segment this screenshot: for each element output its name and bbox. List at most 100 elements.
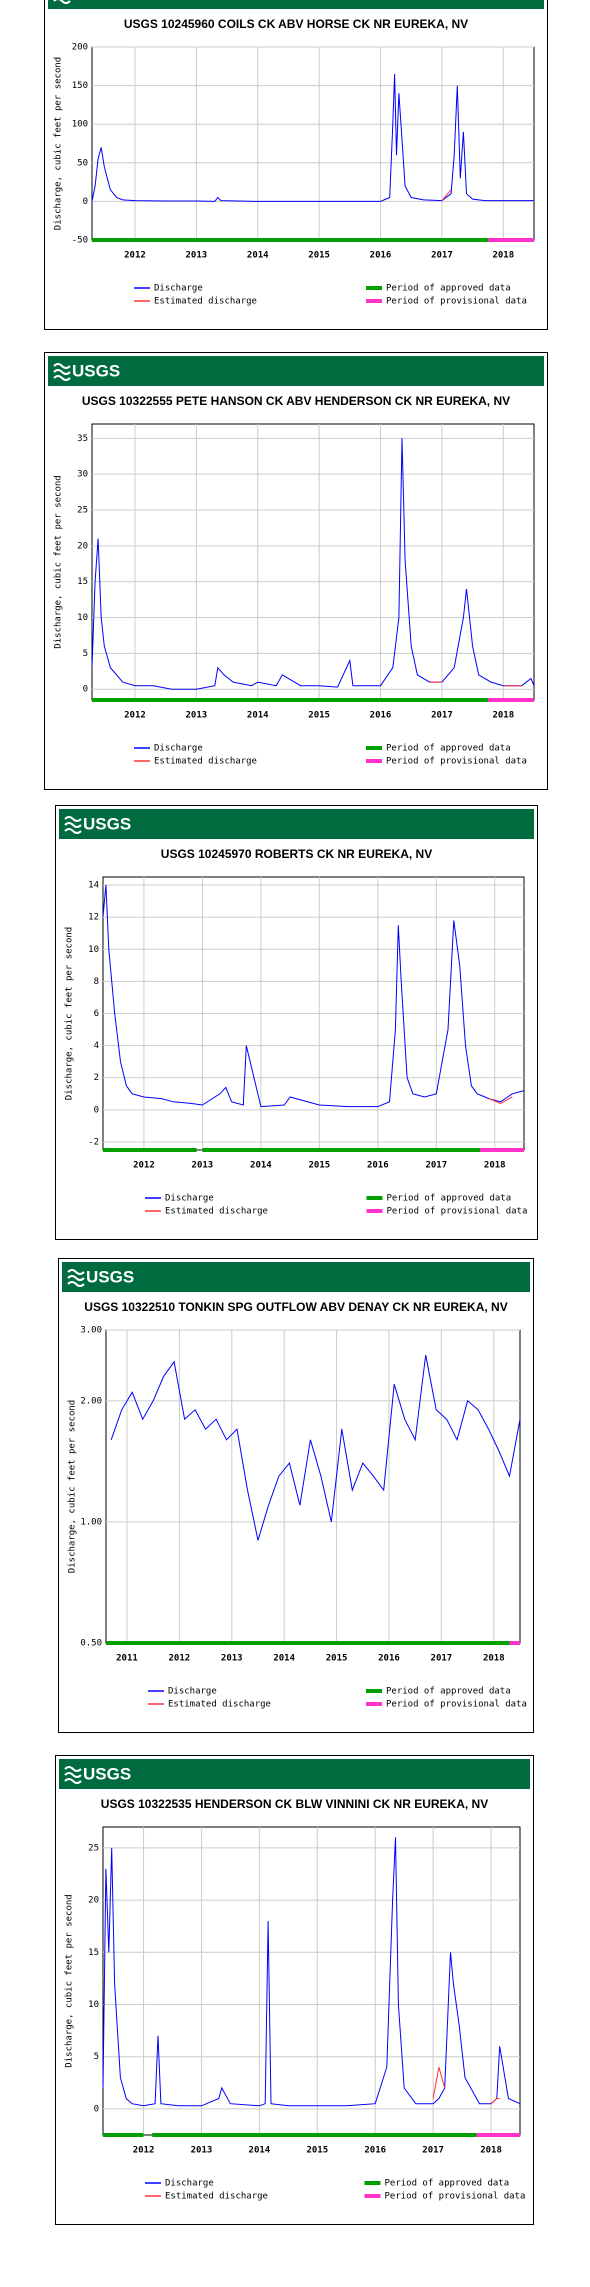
y-axis-label: Discharge, cubic feet per second	[68, 1400, 78, 1573]
period-bar	[480, 1148, 524, 1152]
legend-label: Period of approved data	[386, 284, 511, 294]
logo-wave	[53, 363, 71, 381]
legend-label: Discharge	[165, 1194, 214, 1204]
period-bar	[487, 238, 534, 242]
period-bar	[202, 1148, 481, 1152]
y-tick-label: -50	[72, 236, 88, 246]
x-tick-label: 2015	[308, 251, 330, 261]
legend-label: Estimated discharge	[154, 297, 257, 307]
discharge-line	[110, 1354, 521, 1541]
y-axis-label: Discharge, cubic feet per second	[65, 927, 75, 1100]
y-tick-label: 20	[77, 541, 88, 551]
legend-label: Estimated discharge	[165, 2192, 268, 2202]
chart-panel: USGS USGS 10322535 HENDERSON CK BLW VINNI…	[55, 1755, 534, 2225]
x-tick-label: 2012	[133, 1161, 155, 1171]
y-tick-label: 0	[83, 197, 88, 207]
x-tick-label: 2017	[431, 711, 453, 721]
x-tick-label: 2013	[191, 2146, 213, 2156]
y-tick-label: 0	[94, 1105, 99, 1115]
y-tick-label: 2	[94, 1073, 99, 1083]
legend-label: Period of provisional data	[386, 1700, 527, 1710]
y-tick-label: 0	[94, 2104, 99, 2114]
legend-label: Estimated discharge	[168, 1700, 271, 1710]
legend-label: Period of approved data	[386, 1687, 511, 1697]
logo-wave	[64, 816, 82, 834]
x-tick-label: 2018	[480, 2146, 502, 2156]
x-tick-label: 2018	[492, 711, 514, 721]
x-tick-label: 2012	[124, 251, 146, 261]
x-tick-label: 2013	[192, 1161, 214, 1171]
y-tick-label: 5	[94, 2052, 99, 2062]
discharge-line	[429, 681, 522, 687]
logo: USGS	[86, 1267, 134, 1286]
x-tick-label: 2015	[306, 2146, 328, 2156]
legend-label: Estimated discharge	[165, 1207, 268, 1217]
y-tick-label: 20	[88, 1896, 99, 1906]
legend-label: Discharge	[168, 1687, 217, 1697]
y-tick-label: 100	[72, 120, 88, 130]
y-tick-label: 200	[72, 43, 88, 53]
x-tick-label: 2013	[186, 711, 208, 721]
x-tick-label: 2017	[431, 251, 453, 261]
plot-area	[91, 423, 535, 701]
x-tick-label: 2011	[116, 1654, 138, 1664]
header-band	[59, 809, 534, 839]
x-tick-label: 2014	[247, 251, 269, 261]
legend-label: Period of provisional data	[387, 1207, 528, 1217]
discharge-line	[91, 438, 535, 690]
chart-title: USGS 10245970 ROBERTS CK NR EUREKA, NV	[161, 847, 432, 861]
header-band	[48, 0, 544, 9]
x-tick-label: 2015	[309, 1161, 331, 1171]
legend-label: Period of approved data	[386, 744, 511, 754]
y-tick-label: 10	[88, 945, 99, 955]
y-tick-label: 10	[77, 613, 88, 623]
y-tick-label: 5	[83, 649, 88, 659]
discharge-line	[432, 2066, 500, 2105]
period-bar	[103, 2133, 144, 2137]
header-band	[48, 356, 544, 386]
legend-label: Discharge	[154, 284, 203, 294]
discharge-line	[488, 1096, 513, 1104]
discharge-line	[102, 884, 525, 1108]
legend-label: Period of approved data	[385, 2179, 510, 2189]
x-tick-label: 2013	[186, 251, 208, 261]
y-tick-label: 35	[77, 434, 88, 444]
logo-wave	[67, 1269, 85, 1287]
y-tick-label: 150	[72, 81, 88, 91]
logo: USGS	[83, 1764, 131, 1783]
chart-panel: USGS USGS 10245970 ROBERTS CK NR EUREKA, …	[55, 805, 538, 1240]
x-tick-label: 2014	[249, 2146, 271, 2156]
legend-label: Period of provisional data	[386, 297, 527, 307]
y-tick-label: 2.00	[80, 1396, 102, 1406]
chart-panel: USGS USGS 10245960 COILS CK ABV HORSE CK …	[44, 0, 548, 330]
x-tick-label: 2018	[484, 1161, 506, 1171]
x-tick-label: 2013	[221, 1654, 243, 1664]
y-tick-label: 15	[77, 577, 88, 587]
legend-label: Estimated discharge	[154, 757, 257, 767]
discharge-line	[91, 73, 534, 202]
legend-label: Period of provisional data	[386, 757, 527, 767]
chart-title: USGS 10322535 HENDERSON CK BLW VINNINI C…	[101, 1797, 488, 1811]
x-tick-label: 2016	[370, 251, 392, 261]
y-axis-label: Discharge, cubic feet per second	[54, 57, 64, 230]
chart-title: USGS 10245960 COILS CK ABV HORSE CK NR E…	[124, 17, 468, 31]
y-tick-label: 14	[88, 881, 99, 891]
period-bar	[106, 1641, 510, 1645]
x-tick-label: 2014	[273, 1654, 295, 1664]
x-tick-label: 2017	[422, 2146, 444, 2156]
plot-area	[105, 1329, 521, 1644]
x-tick-label: 2016	[364, 2146, 386, 2156]
x-tick-label: 2016	[367, 1161, 389, 1171]
logo-wave	[53, 0, 71, 4]
y-tick-label: 25	[88, 1843, 99, 1853]
y-tick-label: -2	[88, 1137, 99, 1147]
header-band	[59, 1759, 530, 1789]
x-tick-label: 2018	[483, 1654, 505, 1664]
y-tick-label: 4	[94, 1041, 99, 1051]
x-tick-label: 2016	[370, 711, 392, 721]
period-bar	[103, 1148, 197, 1152]
header-band	[62, 1262, 530, 1292]
y-tick-label: 0.50	[80, 1639, 102, 1649]
y-tick-label: 25	[77, 506, 88, 516]
